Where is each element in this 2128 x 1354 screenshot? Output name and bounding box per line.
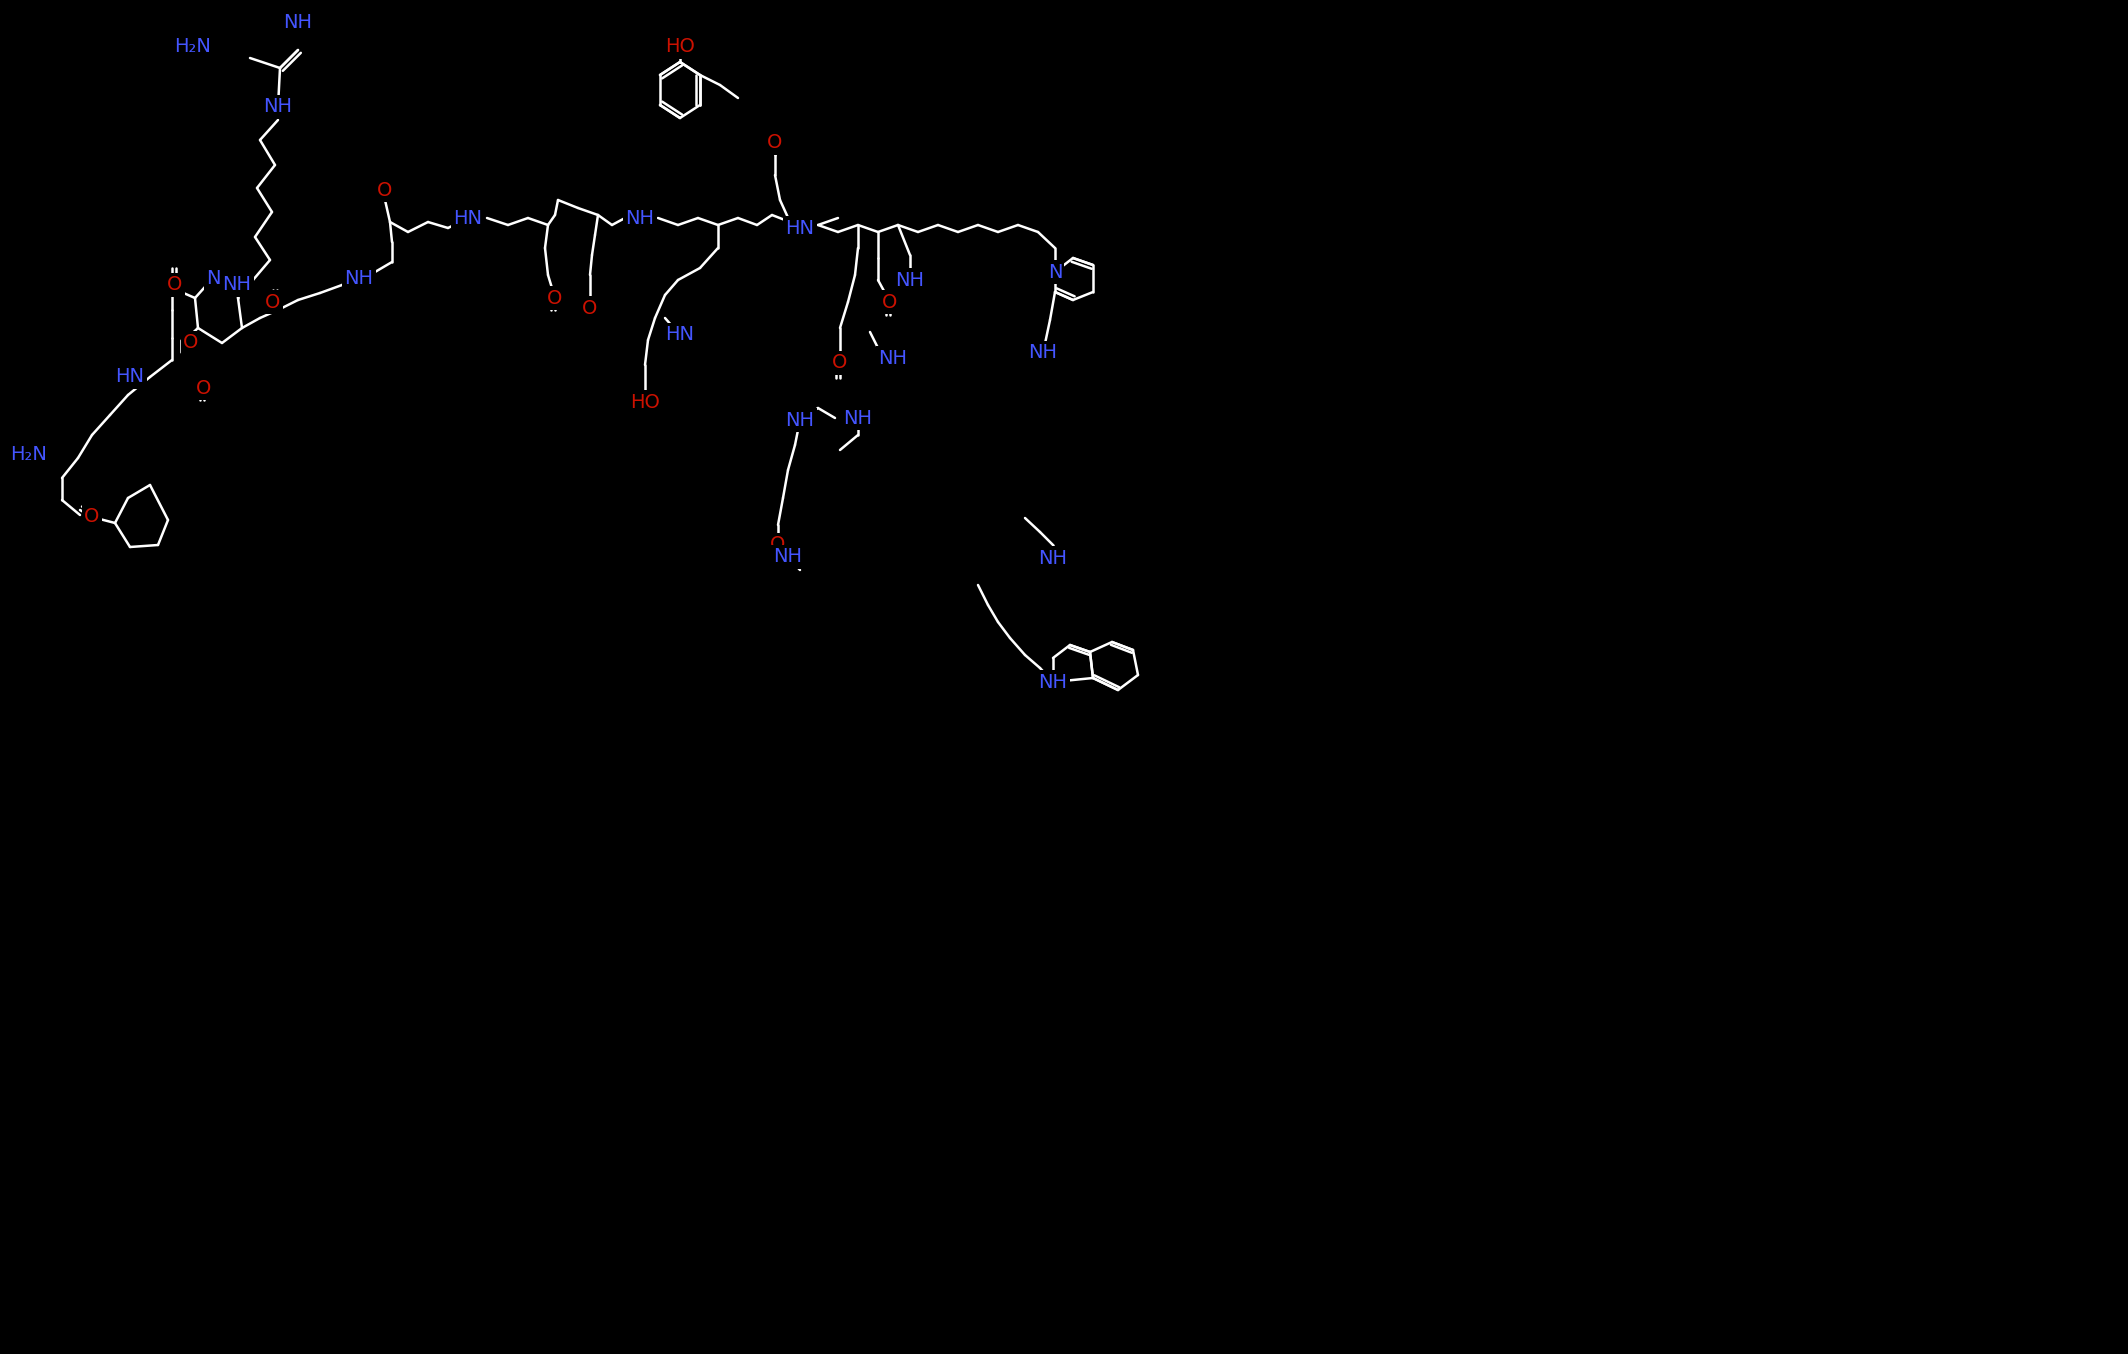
Text: O: O bbox=[583, 298, 598, 317]
Text: O: O bbox=[770, 535, 785, 555]
Text: O: O bbox=[883, 292, 898, 311]
Text: HN: HN bbox=[453, 209, 483, 227]
Text: O: O bbox=[547, 288, 562, 307]
Text: HO: HO bbox=[630, 393, 660, 412]
Text: O: O bbox=[168, 275, 183, 295]
Text: HN: HN bbox=[785, 218, 815, 237]
Text: HN: HN bbox=[666, 325, 694, 344]
Text: NH: NH bbox=[626, 209, 655, 227]
Text: NH: NH bbox=[896, 271, 924, 290]
Text: H₂N: H₂N bbox=[174, 38, 211, 57]
Text: O: O bbox=[377, 180, 394, 199]
Text: N: N bbox=[1047, 263, 1062, 282]
Text: NH: NH bbox=[345, 268, 375, 287]
Text: NH: NH bbox=[1038, 548, 1068, 567]
Text: NH: NH bbox=[223, 275, 251, 295]
Text: HO: HO bbox=[666, 38, 696, 57]
Text: NH: NH bbox=[1038, 673, 1068, 692]
Text: O: O bbox=[85, 508, 100, 527]
Text: NH: NH bbox=[843, 409, 872, 428]
Text: NH: NH bbox=[785, 410, 815, 429]
Text: H₂N: H₂N bbox=[11, 445, 47, 464]
Text: N: N bbox=[206, 268, 221, 287]
Text: O: O bbox=[266, 292, 281, 311]
Text: NH: NH bbox=[1028, 344, 1058, 363]
Text: HN: HN bbox=[115, 367, 145, 386]
Text: NH: NH bbox=[283, 12, 313, 31]
Text: O: O bbox=[183, 333, 198, 352]
Text: NH: NH bbox=[772, 547, 802, 566]
Text: O: O bbox=[768, 134, 783, 153]
Text: NH: NH bbox=[264, 97, 292, 116]
Text: O: O bbox=[832, 353, 847, 372]
Text: O: O bbox=[196, 379, 211, 398]
Text: NH: NH bbox=[879, 348, 907, 367]
